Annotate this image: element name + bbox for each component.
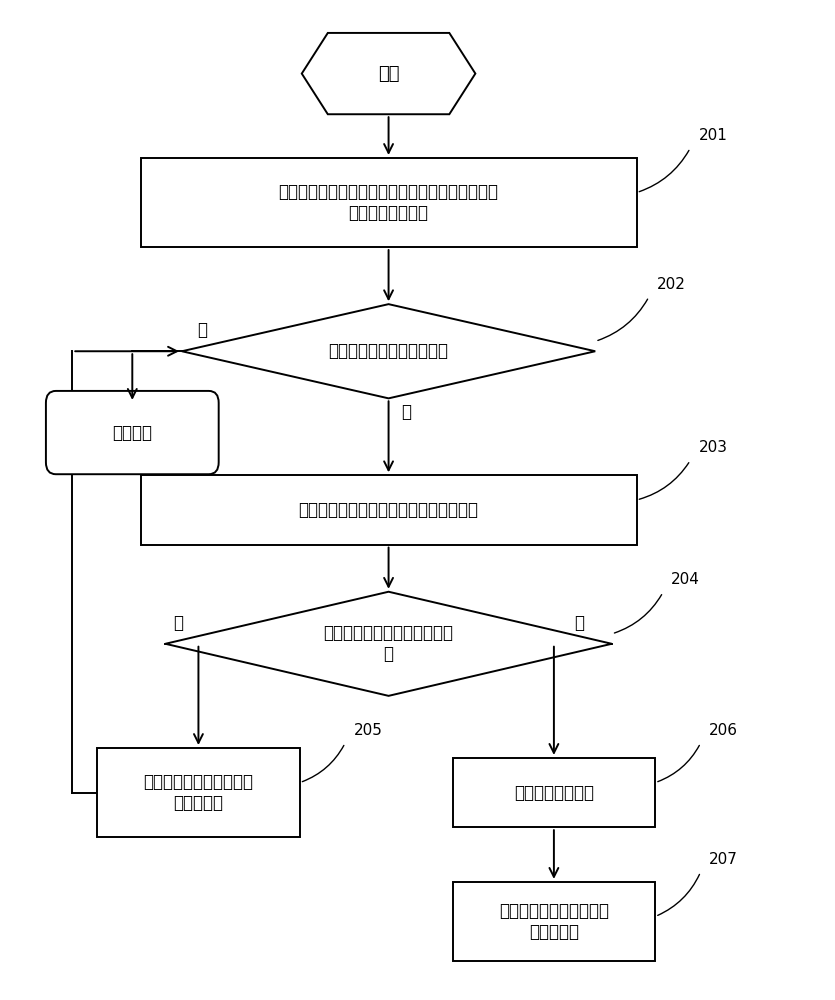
Text: 开始: 开始 [377, 65, 399, 83]
Text: 204: 204 [671, 572, 701, 587]
FancyBboxPatch shape [97, 748, 300, 837]
Text: 生成故障提示信息: 生成故障提示信息 [514, 784, 594, 802]
FancyBboxPatch shape [453, 758, 655, 827]
Text: 记录所述调用服务器的响
应失败次数: 记录所述调用服务器的响 应失败次数 [144, 773, 254, 812]
FancyBboxPatch shape [140, 475, 636, 545]
FancyBboxPatch shape [140, 158, 636, 247]
Text: 判断响应失败次数满足预设条
件: 判断响应失败次数满足预设条 件 [324, 624, 453, 663]
Text: 结束流程: 结束流程 [112, 424, 152, 442]
Text: 是: 是 [574, 614, 584, 632]
Text: 206: 206 [709, 723, 738, 738]
Text: 否: 否 [401, 403, 411, 421]
Text: 205: 205 [353, 723, 382, 738]
Text: 202: 202 [657, 277, 686, 292]
Text: 请求服务器向调用服务器发起调用请求时，对所述
调用请求进行监控: 请求服务器向调用服务器发起调用请求时，对所述 调用请求进行监控 [279, 183, 498, 222]
Text: 监控调用请求是否响应成功: 监控调用请求是否响应成功 [328, 342, 448, 360]
Polygon shape [182, 304, 595, 398]
Text: 207: 207 [709, 852, 738, 867]
Text: 203: 203 [699, 440, 727, 455]
FancyBboxPatch shape [453, 882, 655, 961]
Text: 否: 否 [174, 614, 184, 632]
Text: 是: 是 [198, 321, 208, 339]
FancyBboxPatch shape [46, 391, 219, 474]
Text: 201: 201 [699, 128, 727, 143]
Text: 将所述故障提示信息发送
至用户设备: 将所述故障提示信息发送 至用户设备 [498, 902, 609, 941]
Polygon shape [165, 592, 612, 696]
Polygon shape [301, 33, 475, 114]
Text: 统计所述调用服务器的累计响应失败次数: 统计所述调用服务器的累计响应失败次数 [299, 501, 478, 519]
